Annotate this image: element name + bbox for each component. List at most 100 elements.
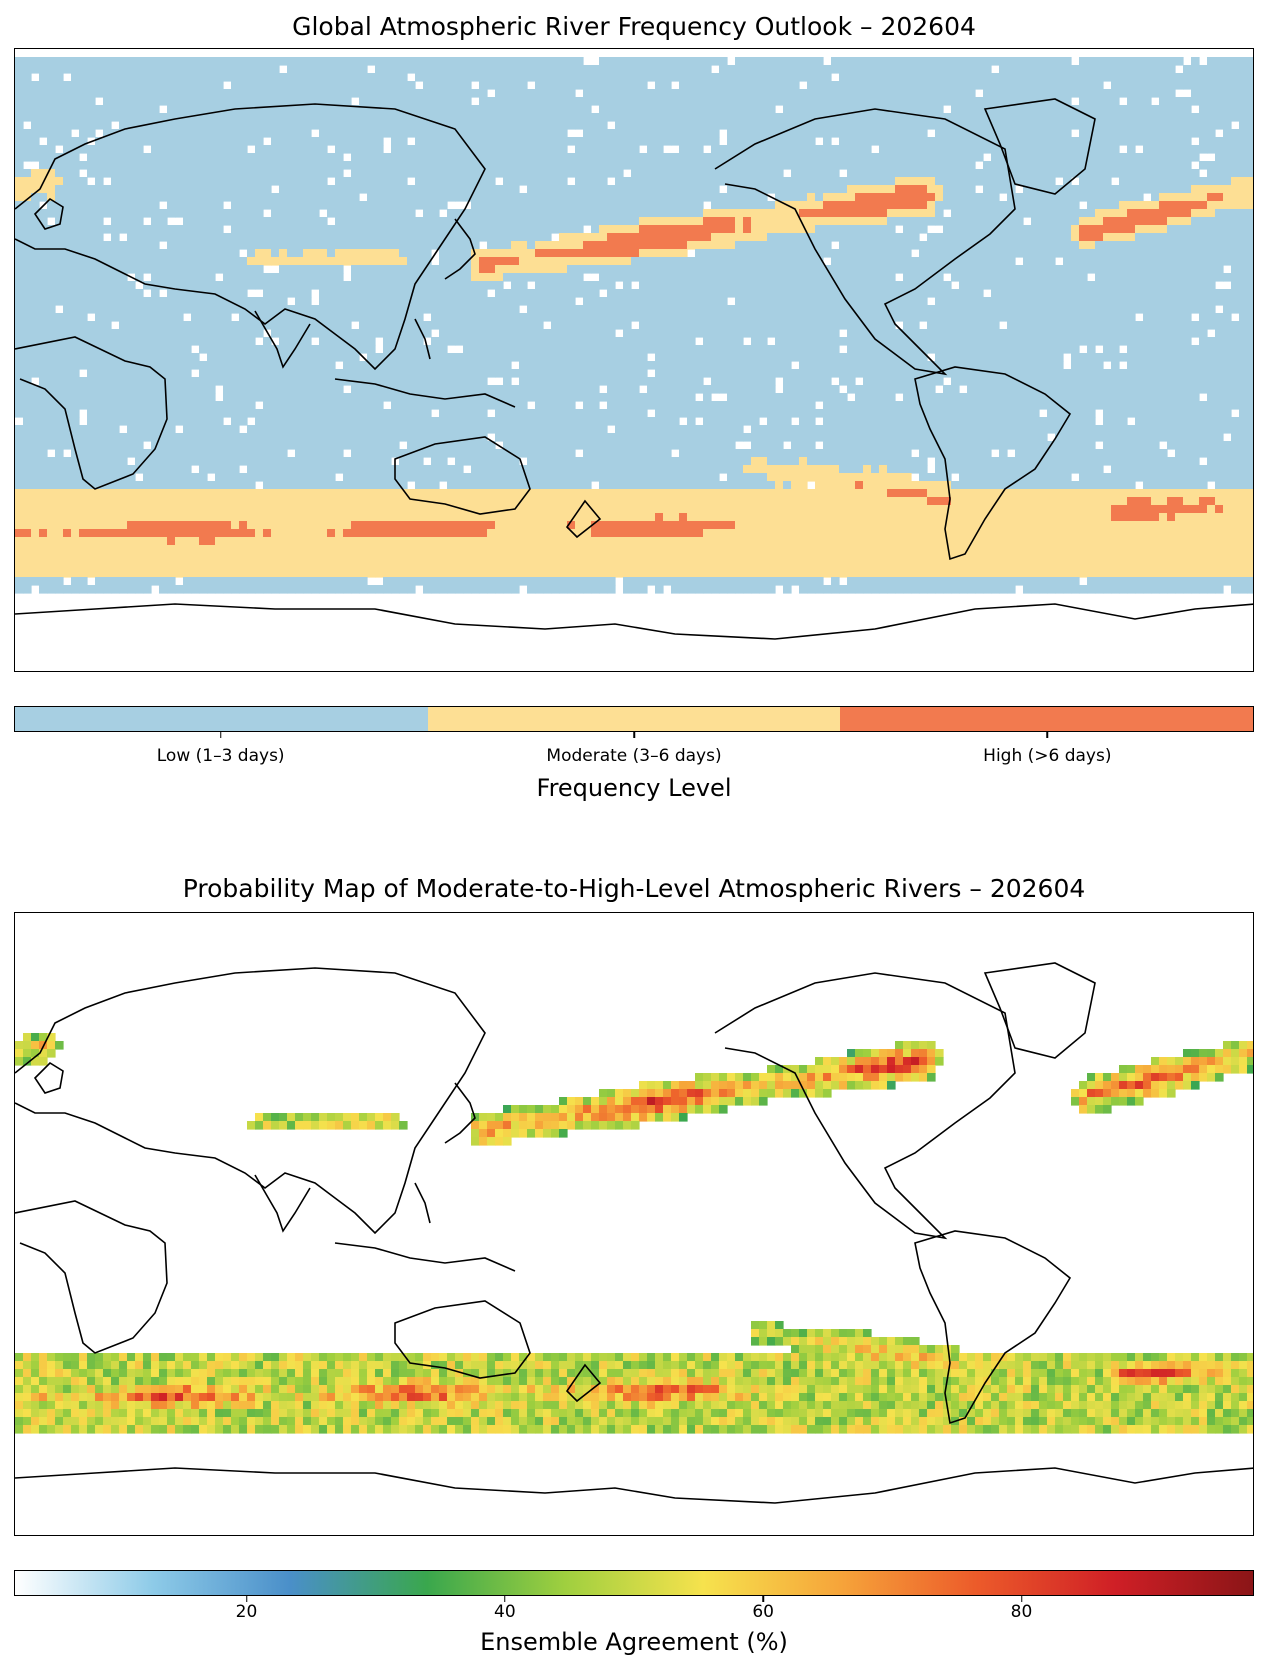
top-frequency-cell — [1215, 289, 1224, 298]
top-frequency-cell — [255, 265, 264, 274]
top-frequency-cell — [575, 193, 584, 202]
top-frequency-cell — [1223, 161, 1232, 170]
top-frequency-cell — [295, 289, 304, 298]
top-frequency-cell — [135, 201, 144, 210]
top-frequency-cell — [167, 105, 176, 114]
top-frequency-cell — [335, 305, 344, 314]
top-frequency-cell — [647, 193, 656, 202]
top-frequency-cell — [711, 57, 720, 66]
top-frequency-cell — [143, 305, 152, 314]
top-frequency-cell — [503, 321, 512, 330]
top-frequency-cell — [351, 233, 360, 242]
top-frequency-cell — [879, 313, 888, 322]
top-frequency-cell — [263, 305, 272, 314]
top-frequency-cell — [1079, 145, 1088, 154]
top-frequency-cell — [1103, 145, 1112, 154]
top-frequency-cell — [807, 257, 816, 266]
top-frequency-cell — [663, 57, 672, 66]
top-frequency-cell — [223, 73, 232, 82]
top-frequency-cell — [959, 257, 968, 266]
top-frequency-cell — [47, 169, 56, 178]
top-frequency-cell — [111, 161, 120, 170]
top-frequency-cell — [647, 161, 656, 170]
top-frequency-cell — [1167, 273, 1176, 282]
top-frequency-cell — [759, 65, 768, 74]
top-frequency-cell — [535, 169, 544, 178]
top-frequency-cell — [1167, 129, 1176, 138]
top-frequency-cell — [903, 217, 912, 226]
top-frequency-cell — [319, 313, 328, 322]
top-frequency-cell — [127, 65, 136, 74]
top-frequency-cell — [735, 65, 744, 74]
top-frequency-cell — [391, 217, 400, 226]
top-frequency-cell — [823, 65, 832, 74]
top-frequency-cell — [863, 113, 872, 122]
top-frequency-cell — [943, 193, 952, 202]
top-frequency-cell — [391, 73, 400, 82]
top-frequency-cell — [839, 113, 848, 122]
top-frequency-cell — [1095, 129, 1104, 138]
top-frequency-cell — [207, 137, 216, 146]
top-frequency-cell — [711, 153, 720, 162]
top-frequency-cell — [415, 73, 424, 82]
top-frequency-cell — [527, 297, 536, 306]
top-frequency-cell — [15, 129, 24, 138]
top-frequency-cell — [751, 273, 760, 282]
top-frequency-cell — [887, 129, 896, 138]
top-frequency-cell — [343, 65, 352, 74]
top-frequency-cell — [1207, 313, 1216, 322]
top-frequency-cell — [1055, 217, 1064, 226]
top-frequency-cell — [143, 57, 152, 66]
top-frequency-cell — [927, 257, 936, 266]
top-frequency-cell — [655, 305, 664, 314]
top-frequency-cell — [751, 89, 760, 98]
top-frequency-cell — [711, 97, 720, 106]
top-frequency-cell — [1183, 209, 1192, 218]
top-frequency-cell — [783, 65, 792, 74]
top-frequency-cell — [535, 177, 544, 186]
top-frequency-cell — [719, 153, 728, 162]
top-frequency-cell — [847, 265, 856, 274]
top-frequency-cell — [1015, 153, 1024, 162]
top-frequency-cell — [623, 321, 632, 330]
top-frequency-cell — [791, 297, 800, 306]
top-frequency-cell — [31, 153, 40, 162]
top-frequency-cell — [1183, 153, 1192, 162]
top-frequency-cell — [967, 313, 976, 322]
top-frequency-cell — [1231, 113, 1240, 122]
top-frequency-cell — [1199, 177, 1208, 186]
top-frequency-cell — [487, 137, 496, 146]
top-frequency-cell — [1199, 217, 1208, 226]
top-frequency-cell — [623, 193, 632, 202]
top-frequency-cell — [295, 201, 304, 210]
top-frequency-cell — [15, 145, 24, 154]
top-frequency-cell — [79, 225, 88, 234]
top-frequency-cell — [759, 297, 768, 306]
top-frequency-cell — [1135, 265, 1144, 274]
top-frequency-cell — [879, 57, 888, 66]
top-frequency-cell — [1087, 89, 1096, 98]
top-frequency-cell — [471, 241, 480, 250]
top-frequency-cell — [359, 265, 368, 274]
top-frequency-cell — [759, 265, 768, 274]
top-frequency-cell — [335, 153, 344, 162]
top-frequency-cell — [63, 129, 72, 138]
top-frequency-cell — [415, 217, 424, 226]
top-frequency-cell — [471, 129, 480, 138]
top-frequency-cell — [1023, 273, 1032, 282]
top-frequency-cell — [79, 313, 88, 322]
top-frequency-cell — [295, 249, 304, 258]
top-frequency-cell — [559, 97, 568, 106]
top-frequency-cell — [463, 241, 472, 250]
top-frequency-cell — [1031, 193, 1040, 202]
top-frequency-cell — [239, 313, 248, 322]
top-frequency-cell — [111, 193, 120, 202]
top-frequency-cell — [335, 225, 344, 234]
top-frequency-cell — [863, 217, 872, 226]
top-frequency-cell — [527, 273, 536, 282]
top-frequency-cell — [479, 297, 488, 306]
top-frequency-cell — [1135, 65, 1144, 74]
top-frequency-cell — [879, 273, 888, 282]
top-frequency-cell — [175, 265, 184, 274]
top-frequency-cell — [79, 289, 88, 298]
